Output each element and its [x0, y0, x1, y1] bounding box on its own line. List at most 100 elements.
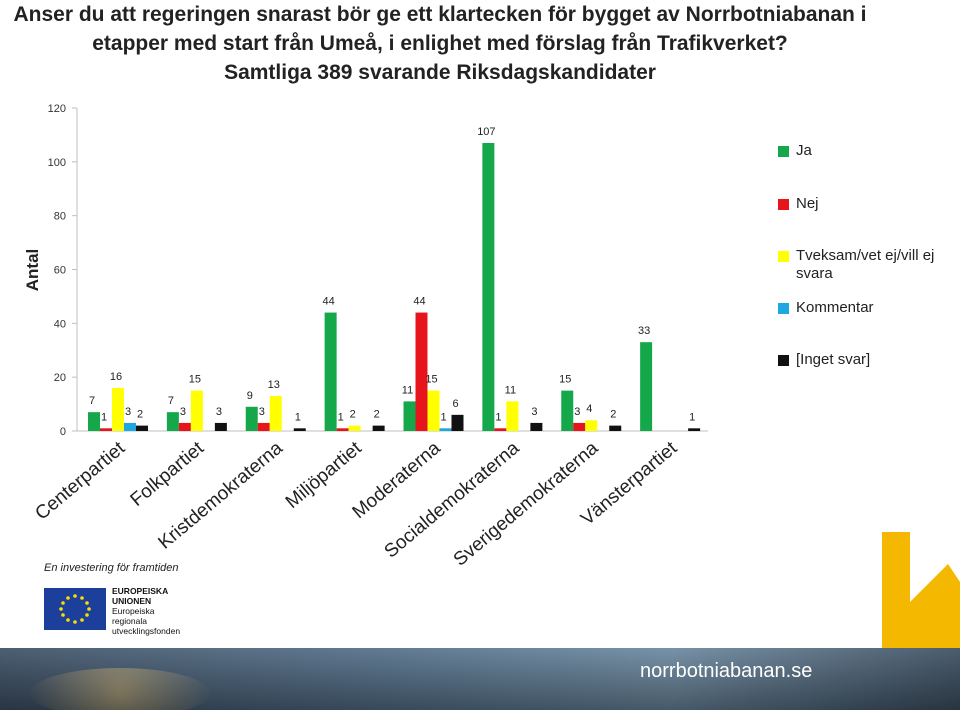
bar-inget-svar-moderaterna [451, 414, 464, 431]
data-label: 44 [413, 296, 425, 308]
bar-inget-svar-folkpartiet [214, 422, 227, 431]
data-label: 2 [374, 409, 380, 421]
data-label: 3 [531, 406, 537, 418]
y-tick-label: 0 [60, 426, 66, 438]
chart-title: Anser du att regeringen snarast bör ge e… [0, 0, 880, 87]
y-axis-label: Antal [23, 249, 42, 292]
title-line-2: etapper med start från Umeå, i enlighet … [92, 32, 788, 55]
legend-item-ja: Ja [778, 142, 946, 160]
bar-nej-kristdemokraterna [257, 422, 270, 431]
y-tick-label: 120 [48, 103, 66, 115]
eu-line-5: utvecklingsfonden [112, 626, 181, 636]
eu-line-1: EUROPEISKA [112, 586, 169, 596]
y-tick-label: 20 [54, 372, 66, 384]
legend-label-tveksam: Tveksam/vet ej/vill ej svara [796, 247, 935, 282]
bar-inget-svar-miljöpartiet [372, 425, 385, 431]
eu-stars-icon [59, 594, 91, 624]
bar-ja-sverigedemokraterna [561, 390, 574, 431]
title-line-1: Anser du att regeringen snarast bör ge e… [13, 3, 867, 26]
bar-ja-folkpartiet [166, 412, 179, 431]
data-label: 9 [247, 390, 253, 402]
data-label: 1 [495, 411, 501, 423]
footer-overlay [0, 648, 960, 710]
data-label: 3 [216, 406, 222, 418]
footer-banner [0, 648, 960, 710]
brand-arrow-shape [882, 532, 960, 652]
bar-inget-svar-socialdemokraterna [530, 422, 543, 431]
legend-item-nej: Nej [778, 195, 946, 213]
bar-tveksam-vet-ej-vill-ej-svara-folkpartiet [190, 390, 203, 431]
eu-logo-text: EUROPEISKA UNIONEN Europeiska regionala … [112, 586, 180, 636]
footer-site-link[interactable]: norrbotniabanan.se [640, 660, 813, 682]
legend-label-kommentar: Kommentar [796, 299, 874, 316]
x-tick-label: Centerpartiet [31, 437, 129, 524]
legend-swatch-tveksam [778, 251, 789, 262]
data-label: 1 [440, 411, 446, 423]
data-label: 15 [559, 374, 571, 386]
data-label: 2 [610, 409, 616, 421]
data-label: 11 [402, 384, 413, 396]
bar-tveksam-vet-ej-vill-ej-svara-socialdemokraterna [506, 401, 519, 431]
data-label: 1 [689, 411, 695, 423]
bar-inget-svar-vänsterpartiet [688, 428, 701, 431]
data-label: 7 [89, 395, 95, 407]
bar-ja-centerpartiet [88, 412, 100, 431]
eu-line-2: UNIONEN [112, 596, 152, 606]
bar-tveksam-vet-ej-vill-ej-svara-centerpartiet [112, 387, 124, 431]
bar-ja-moderaterna [403, 401, 416, 431]
bar-inget-svar-centerpartiet [136, 425, 148, 431]
data-label: 33 [638, 325, 650, 337]
data-label: 3 [574, 406, 580, 418]
bar-tveksam-vet-ej-vill-ej-svara-kristdemokraterna [269, 396, 282, 431]
bar-inget-svar-sverigedemokraterna [609, 425, 622, 431]
data-label: 2 [350, 409, 356, 421]
legend-swatch-inget-svar [778, 355, 789, 366]
legend-label-ja: Ja [796, 142, 812, 159]
bar-inget-svar-kristdemokraterna [293, 428, 306, 431]
data-label: 4 [586, 403, 592, 415]
legend-label-nej: Nej [796, 195, 819, 212]
eu-flag-logo [44, 588, 106, 630]
bar-ja-socialdemokraterna [482, 142, 495, 431]
bar-tveksam-vet-ej-vill-ej-svara-moderaterna [427, 390, 440, 431]
bar-nej-socialdemokraterna [494, 428, 507, 431]
data-label: 11 [505, 384, 516, 396]
data-label: 44 [323, 296, 335, 308]
eu-line-4: regionala [112, 616, 147, 626]
data-label: 7 [168, 395, 174, 407]
bar-tveksam-vet-ej-vill-ej-svara-sverigedemokraterna [585, 420, 598, 431]
bar-nej-folkpartiet [178, 422, 191, 431]
bar-nej-centerpartiet [100, 428, 112, 431]
data-label: 3 [180, 406, 186, 418]
legend-item-kommentar: Kommentar [778, 299, 946, 317]
data-label: 2 [137, 409, 143, 421]
bar-nej-sverigedemokraterna [573, 422, 586, 431]
data-label: 1 [295, 411, 301, 423]
x-tick-label: Socialdemokraterna [381, 437, 524, 562]
title-subtitle: Samtliga 389 svarande Riksdagskandidater [224, 61, 656, 84]
bar-ja-kristdemokraterna [245, 406, 258, 431]
legend-item-inget-svar: [Inget svar] [778, 351, 946, 369]
data-label: 15 [425, 374, 437, 386]
data-label: 6 [452, 398, 458, 410]
bar-ja-vänsterpartiet [640, 342, 653, 431]
bar-kommentar-moderaterna [439, 428, 452, 431]
data-label: 107 [477, 126, 495, 138]
y-tick-label: 80 [54, 211, 66, 223]
data-label: 3 [125, 406, 131, 418]
legend-swatch-ja [778, 146, 789, 157]
legend-swatch-kommentar [778, 303, 789, 314]
eu-line-3: Europeiska [112, 606, 155, 616]
legend-swatch-nej [778, 199, 789, 210]
data-label: 13 [268, 379, 280, 391]
data-label: 1 [338, 411, 344, 423]
data-label: 15 [189, 374, 201, 386]
y-tick-label: 60 [54, 265, 66, 277]
y-tick-label: 100 [48, 157, 66, 169]
bar-tveksam-vet-ej-vill-ej-svara-miljöpartiet [348, 425, 361, 431]
data-label: 3 [259, 406, 265, 418]
footer-sky-glow [30, 668, 210, 710]
x-tick-label: Sverigedemokraterna [450, 437, 603, 570]
data-label: 16 [110, 371, 122, 383]
